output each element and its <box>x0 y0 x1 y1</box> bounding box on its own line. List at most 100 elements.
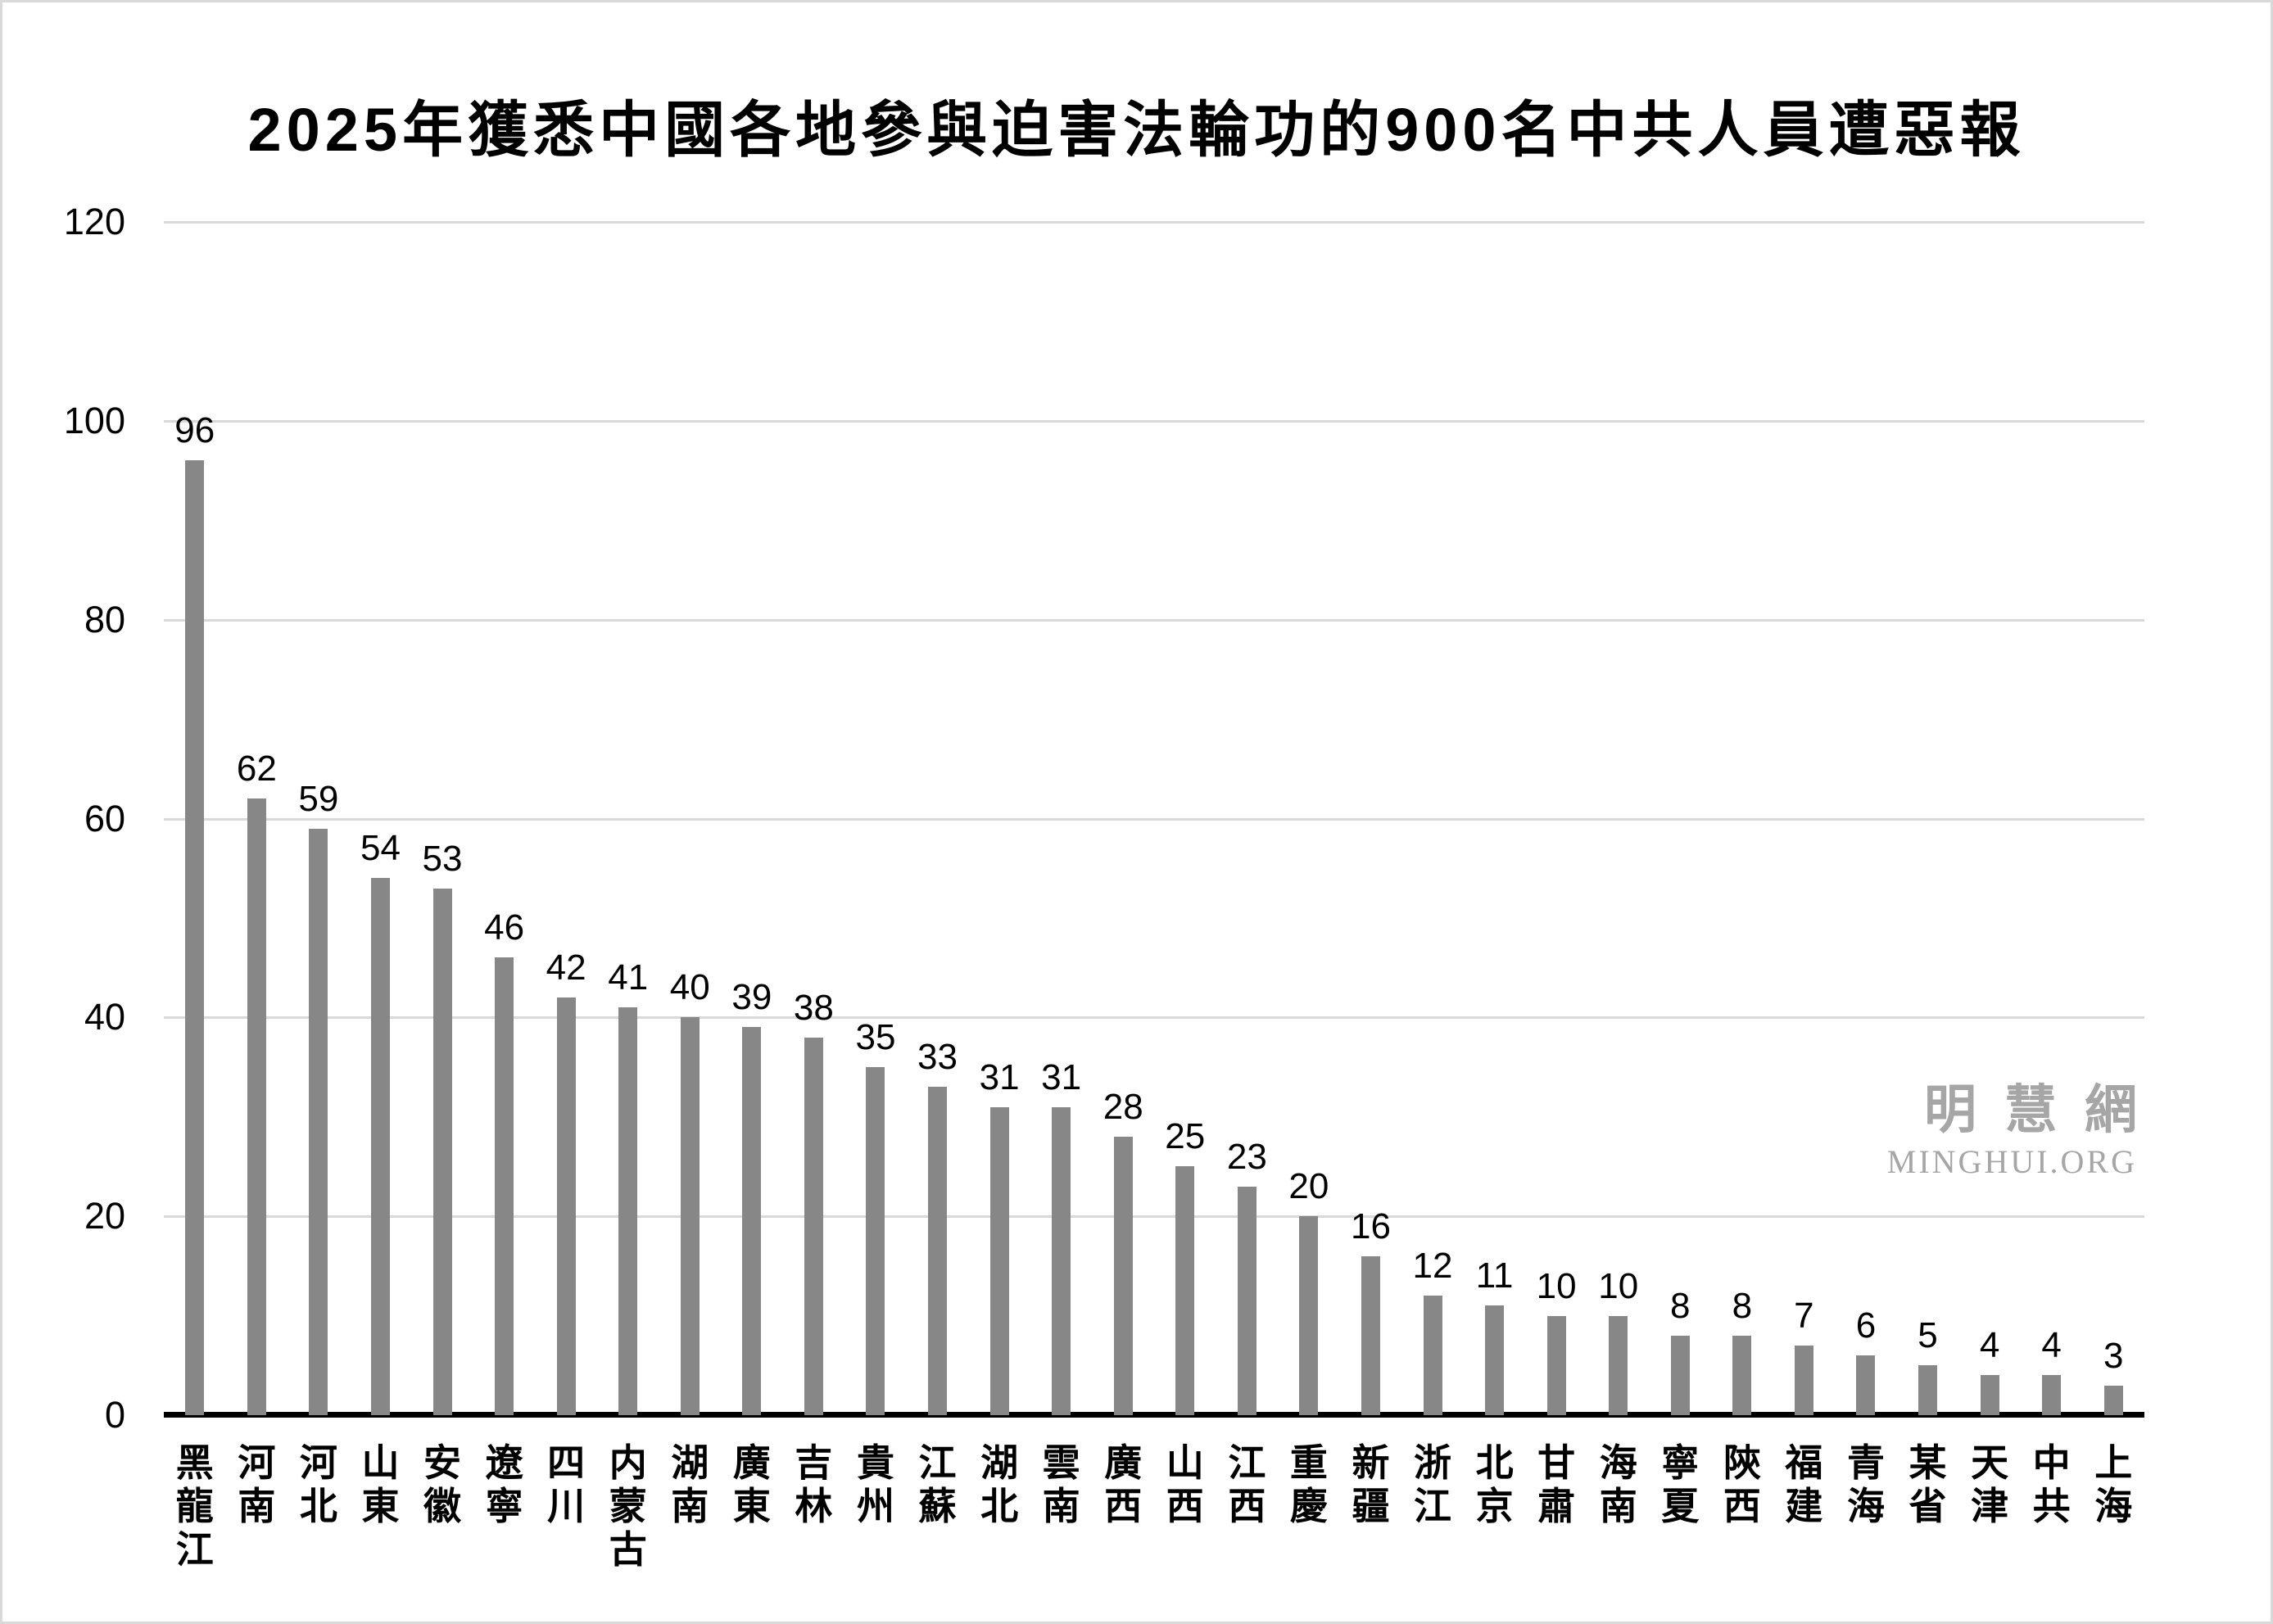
x-axis-category-char: 青 <box>1846 1441 1885 1484</box>
x-axis-category-char: 北 <box>980 1485 1019 1527</box>
x-axis-category-char: 安 <box>423 1441 462 1484</box>
watermark-latin-text: MINGHUI.ORG <box>1886 1143 2137 1180</box>
x-axis-category-label: 青海 <box>1847 1441 1885 1528</box>
x-axis-category-char: 林 <box>795 1485 833 1527</box>
x-axis-category-char: 西 <box>1723 1485 1761 1527</box>
bar <box>928 1087 948 1415</box>
bar-value-label: 35 <box>855 1017 896 1058</box>
x-axis-category-char: 津 <box>1971 1485 2009 1527</box>
x-axis-category-char: 某 <box>1909 1441 1947 1484</box>
bar <box>1546 1315 1566 1415</box>
bar <box>1918 1365 1938 1415</box>
x-axis-category-label: 重慶 <box>1290 1441 1328 1528</box>
x-axis-category-char: 内 <box>609 1441 647 1484</box>
x-axis-category-label: 海南 <box>1600 1441 1637 1528</box>
x-axis-category-label: 湖北 <box>980 1441 1018 1528</box>
bar-value-label: 8 <box>1732 1285 1753 1326</box>
bar <box>1609 1315 1628 1415</box>
gridline <box>164 1016 2144 1020</box>
x-axis-category-char: 海 <box>1846 1485 1885 1527</box>
x-axis-category-char: 慶 <box>1289 1485 1328 1527</box>
bar <box>1052 1106 1071 1415</box>
bar <box>1299 1216 1319 1415</box>
x-axis-category-char: 古 <box>609 1528 647 1571</box>
x-axis-category-char: 海 <box>1599 1441 1637 1484</box>
bar <box>556 997 576 1415</box>
x-axis-category-char: 河 <box>299 1441 337 1484</box>
x-axis-category-char: 陝 <box>1723 1441 1761 1484</box>
gridline <box>164 618 2144 622</box>
x-axis-category-label: 雲南 <box>1043 1441 1080 1528</box>
gridline <box>164 1215 2144 1219</box>
x-axis-category-char: 共 <box>2032 1485 2071 1527</box>
x-axis-category-char: 徽 <box>423 1485 462 1527</box>
bar-value-label: 10 <box>1598 1265 1639 1306</box>
x-axis-category-char: 寧 <box>1661 1441 1700 1484</box>
x-axis-category-label: 遼寧 <box>486 1441 523 1528</box>
x-axis-category-label: 山西 <box>1166 1441 1204 1528</box>
x-axis-category-char: 河 <box>238 1441 276 1484</box>
x-axis-category-label: 江西 <box>1228 1441 1266 1528</box>
x-axis-category-char: 州 <box>856 1485 894 1527</box>
x-axis-category-label: 甘肅 <box>1537 1441 1575 1528</box>
bar-value-label: 4 <box>2041 1325 2062 1366</box>
x-axis-category-label: 河南 <box>238 1441 275 1528</box>
x-axis-category-char: 重 <box>1289 1441 1328 1484</box>
bar <box>1175 1166 1195 1415</box>
bar <box>680 1017 700 1415</box>
bar-value-label: 46 <box>484 907 525 948</box>
bar <box>1856 1355 1876 1415</box>
x-axis-category-label: 貴州 <box>857 1441 894 1528</box>
x-axis-category-char: 京 <box>1475 1485 1514 1527</box>
bar <box>2103 1385 2123 1415</box>
y-axis-tick-label: 40 <box>84 996 125 1038</box>
bar-value-label: 5 <box>1918 1315 1938 1356</box>
bar <box>742 1027 762 1415</box>
x-axis-category-char: 寧 <box>485 1485 523 1527</box>
bar <box>866 1067 885 1415</box>
bar <box>1361 1255 1380 1415</box>
x-axis-category-label: 福建 <box>1785 1441 1822 1528</box>
y-axis-tick-label: 120 <box>63 201 125 242</box>
x-axis-category-label: 湖南 <box>671 1441 709 1528</box>
y-axis-tick-label: 0 <box>104 1394 125 1436</box>
bar <box>1113 1137 1133 1415</box>
x-axis-category-char: 甘 <box>1537 1441 1576 1484</box>
bar-value-label: 38 <box>793 987 834 1028</box>
bar-value-label: 41 <box>608 957 649 998</box>
bar <box>495 957 514 1415</box>
bar-value-label: 42 <box>546 948 586 988</box>
bar-value-label: 25 <box>1165 1116 1206 1157</box>
x-axis-category-char: 江 <box>918 1441 957 1484</box>
x-axis-category-char: 西 <box>1228 1485 1266 1527</box>
x-axis-category-label: 北京 <box>1476 1441 1514 1528</box>
watermark: 明慧網 MINGHUI.ORG <box>1887 1080 2137 1182</box>
x-axis-category-char: 蒙 <box>609 1485 647 1527</box>
bar <box>989 1106 1009 1415</box>
y-axis-tick-label: 80 <box>84 598 125 640</box>
y-axis-tick-label: 100 <box>63 399 125 441</box>
x-axis-category-label: 安徽 <box>423 1441 461 1528</box>
bar-value-label: 12 <box>1412 1246 1453 1287</box>
x-axis-category-label: 内蒙古 <box>609 1441 647 1572</box>
bar-value-label: 8 <box>1670 1285 1691 1326</box>
bar-value-label: 31 <box>979 1056 1020 1097</box>
bar-value-label: 6 <box>1855 1305 1877 1346</box>
x-axis-category-char: 省 <box>1909 1485 1947 1527</box>
y-axis-tick-label: 20 <box>84 1195 125 1237</box>
bar-value-label: 33 <box>917 1037 958 1078</box>
x-axis-category-char: 新 <box>1352 1441 1390 1484</box>
bar-value-label: 53 <box>422 838 463 879</box>
x-axis-category-label: 浙江 <box>1414 1441 1451 1528</box>
bar <box>432 888 452 1415</box>
x-axis-category-char: 上 <box>2094 1441 2133 1484</box>
x-axis-category-char: 中 <box>2032 1441 2071 1484</box>
x-axis-category-char: 北 <box>1475 1441 1514 1484</box>
x-axis-category-char: 廣 <box>1104 1441 1143 1484</box>
x-axis-category-label: 陝西 <box>1723 1441 1761 1528</box>
gridline <box>164 221 2144 224</box>
x-axis-category-char: 蘇 <box>918 1485 957 1527</box>
x-axis-category-label: 河北 <box>300 1441 337 1528</box>
chart-title: 2025年獲悉中國各地參與迫害法輪功的900名中共人員遭惡報 <box>247 96 2026 164</box>
